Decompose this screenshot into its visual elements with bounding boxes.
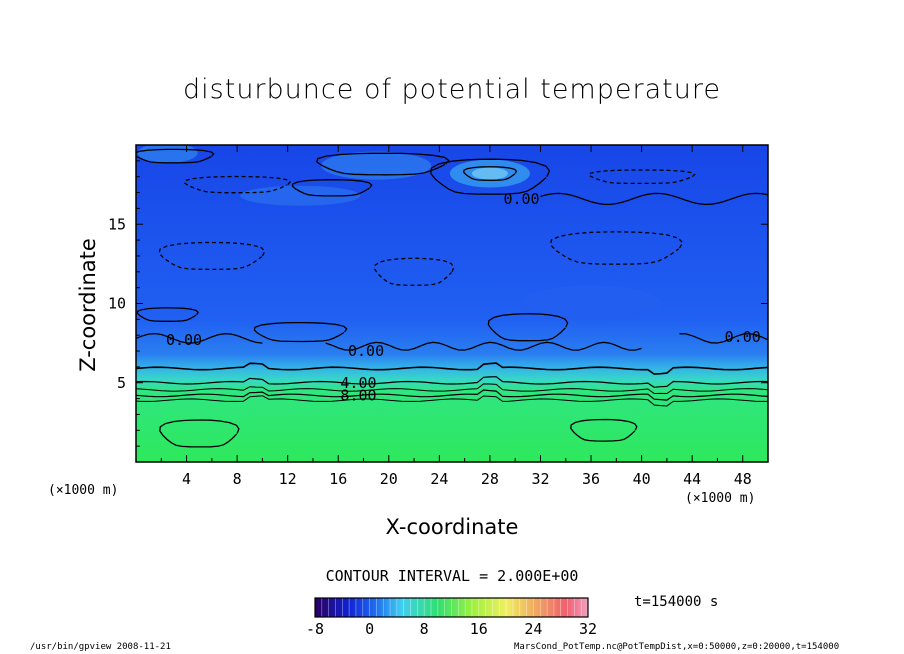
x-tick-label: 36 [582, 470, 600, 488]
heatmap-field [136, 145, 768, 462]
field-blob [240, 185, 361, 206]
contour-loop [136, 307, 199, 322]
y-tick-label: 10 [108, 295, 126, 313]
contour-value-label: 0.00 [348, 342, 384, 360]
contour-loop [316, 152, 450, 176]
contour-value-label: 8.00 [340, 386, 376, 404]
x-tick-label: 40 [633, 470, 651, 488]
field-blob [471, 167, 508, 180]
contour-lines [136, 148, 768, 448]
field-blob [521, 285, 662, 322]
footer-command: /usr/bin/gpview 2008-11-21 [30, 642, 171, 652]
y-tick-label: 15 [108, 215, 126, 233]
footer-source: MarsCond_PotTemp.nc@PotTempDist,x=0:5000… [514, 642, 840, 652]
x-tick-label: 48 [734, 470, 752, 488]
x-unit-right: (×1000 m) [685, 491, 756, 506]
contour-loop [183, 175, 292, 194]
x-axis-label: X-coordinate [385, 515, 519, 539]
x-tick-label: 12 [279, 470, 297, 488]
contour-loop [550, 231, 684, 265]
chart-title: disturbunce of potential temperature [183, 74, 721, 105]
contour-wave [540, 192, 768, 206]
x-tick-label: 8 [233, 470, 242, 488]
contour-layer-line [136, 362, 768, 375]
contour-value-label: 0.00 [503, 190, 539, 208]
contour-wave [679, 332, 768, 344]
contour-loop [253, 321, 348, 343]
contour-value-label: 0.00 [725, 328, 761, 346]
colorbar-tick-label: 32 [579, 620, 597, 638]
contour-wave [325, 341, 642, 351]
contour-loop [158, 241, 266, 271]
contour-loop [588, 169, 696, 185]
field-blob [137, 145, 198, 163]
time-label: t=154000 s [634, 594, 719, 610]
field-background [136, 145, 768, 462]
contour-loop [463, 166, 518, 181]
y-axis-label: Z-coordinate [76, 238, 100, 372]
x-tick-label: 28 [481, 470, 499, 488]
y-tick-label: 5 [117, 374, 126, 392]
contour-loop [159, 419, 240, 448]
contour-value-label: 0.00 [166, 331, 202, 349]
x-tick-label: 4 [182, 470, 191, 488]
contour-loop [374, 257, 455, 286]
contour-loop [570, 418, 638, 442]
field-blob [321, 151, 432, 180]
contour-loop [291, 179, 373, 197]
contour-layer-line [136, 395, 768, 407]
contour-layer-line [136, 383, 768, 395]
colorbar-frame [314, 597, 589, 618]
contour-loop [430, 158, 551, 195]
contour-interval-label: CONTOUR INTERVAL = 2.000E+00 [325, 567, 579, 585]
colorbar-tick-label: -8 [306, 620, 324, 638]
contour-value-label: 4.00 [340, 374, 376, 392]
x-tick-label: 24 [430, 470, 448, 488]
contour-layer-line [136, 376, 768, 388]
colorbar-tick-label: 16 [470, 620, 488, 638]
colorbar-tick-label: 0 [365, 620, 374, 638]
x-tick-label: 20 [380, 470, 398, 488]
x-unit-left: (×1000 m) [48, 483, 119, 498]
contour-loop [487, 313, 569, 342]
x-tick-label: 32 [531, 470, 549, 488]
contour-layer-line [136, 389, 768, 401]
x-tick-label: 16 [329, 470, 347, 488]
colorbar-tick-label: 8 [420, 620, 429, 638]
colorbar: -8 0 8 16 24 32 [306, 597, 597, 638]
colorbar-tick-label: 24 [524, 620, 542, 638]
contour-labels: 0.00 0.00 0.00 0.00 4.008.00 [166, 190, 761, 405]
x-tick-label: 44 [683, 470, 701, 488]
contour-wave [136, 332, 263, 344]
